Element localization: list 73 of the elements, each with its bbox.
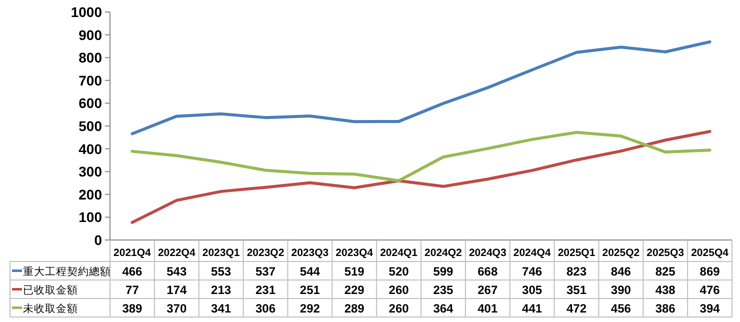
data-label: 305 [522,283,542,297]
x-tick-label: 2023Q3 [291,247,329,259]
y-tick-label: 900 [78,26,102,43]
data-label: 174 [166,283,187,297]
data-label: 267 [478,283,498,297]
data-label: 370 [166,302,187,316]
data-label: 231 [255,283,276,297]
x-tick-label: 2024Q1 [380,247,418,259]
data-label: 544 [300,264,320,278]
data-label: 476 [700,283,720,297]
data-label: 520 [388,264,410,278]
data-label: 341 [211,302,232,316]
data-label: 229 [344,283,365,297]
data-label: 306 [255,302,276,316]
x-tick-label: 2021Q4 [114,247,152,259]
data-label: 519 [344,264,365,278]
x-tick-label: 2025Q4 [691,247,729,259]
x-tick-label: 2023Q2 [246,247,284,259]
x-tick-label: 2024Q2 [424,247,462,259]
y-tick-label: 300 [78,164,102,180]
data-label: 351 [566,283,587,297]
y-tick-label: 600 [78,95,102,112]
x-tick-label: 2025Q2 [602,247,640,259]
data-label: 260 [388,302,410,316]
y-tick-label: 700 [78,72,102,88]
data-label: 213 [211,283,232,297]
data-label: 438 [655,283,676,297]
line-series [130,130,712,182]
data-label: 251 [300,283,320,297]
data-label: 289 [344,302,365,316]
y-tick-label: 800 [78,50,102,66]
x-tick-label: 2022Q4 [158,247,196,259]
legend-label: 重大工程契約總額 [23,265,111,278]
data-label: 389 [122,302,143,316]
data-label: 846 [610,264,632,278]
y-tick-label: 1000 [70,4,102,20]
y-tick-label: 500 [78,118,102,134]
data-label: 394 [700,302,720,316]
x-tick-label: 2024Q3 [468,247,506,259]
data-label: 746 [522,264,542,278]
data-label: 466 [122,264,143,278]
x-tick-label: 2023Q1 [202,247,240,259]
y-tick-label: 100 [78,209,102,226]
data-label: 386 [655,302,676,316]
data-label: 553 [211,264,232,278]
data-label: 668 [478,264,498,278]
x-tick-label: 2025Q1 [558,247,596,259]
data-label: 537 [255,264,276,278]
data-label: 390 [610,283,632,297]
data-label: 456 [610,302,632,316]
legend-label: 未收取金額 [23,302,78,315]
x-tick-label: 2023Q4 [336,247,374,259]
x-tick-label: 2025Q3 [646,247,684,259]
y-tick-label: 200 [78,186,102,202]
y-tick-label: 400 [78,140,102,157]
data-label: 543 [166,264,187,278]
data-label: 599 [433,264,454,278]
x-tick-label: 2024Q4 [513,247,551,259]
data-label: 869 [700,264,720,278]
data-label: 364 [433,302,454,316]
legend-label: 已收取金額 [23,284,78,296]
line-series [130,40,712,136]
line-series [130,130,712,224]
data-label: 292 [300,302,320,316]
data-label: 401 [478,302,498,316]
data-label: 235 [433,283,454,297]
data-label: 825 [655,264,676,278]
data-label: 441 [522,302,542,316]
data-label: 472 [566,302,587,316]
y-tick-label: 0 [94,232,102,248]
data-label: 260 [388,283,410,297]
data-label: 77 [126,283,140,297]
data-label: 823 [566,264,587,278]
